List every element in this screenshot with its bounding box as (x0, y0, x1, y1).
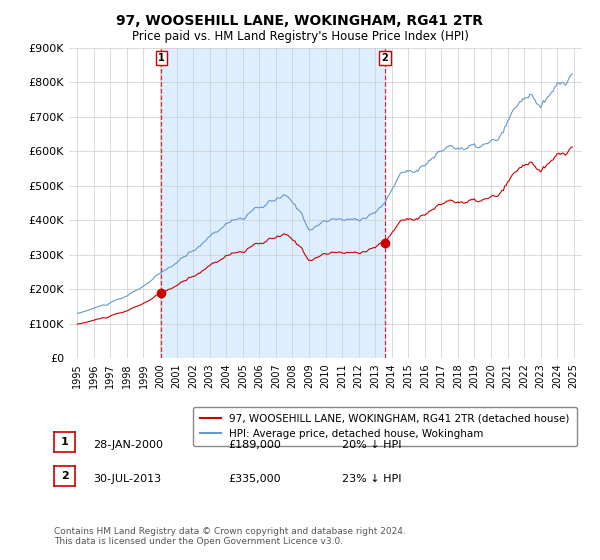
Text: 1: 1 (61, 437, 68, 447)
Text: 28-JAN-2000: 28-JAN-2000 (93, 440, 163, 450)
Text: Contains HM Land Registry data © Crown copyright and database right 2024.
This d: Contains HM Land Registry data © Crown c… (54, 526, 406, 546)
Text: 2: 2 (61, 471, 68, 480)
Text: 20% ↓ HPI: 20% ↓ HPI (342, 440, 401, 450)
Text: 23% ↓ HPI: 23% ↓ HPI (342, 474, 401, 484)
Text: Price paid vs. HM Land Registry's House Price Index (HPI): Price paid vs. HM Land Registry's House … (131, 30, 469, 43)
Text: 97, WOOSEHILL LANE, WOKINGHAM, RG41 2TR: 97, WOOSEHILL LANE, WOKINGHAM, RG41 2TR (116, 14, 484, 28)
Text: £335,000: £335,000 (228, 474, 281, 484)
Text: 30-JUL-2013: 30-JUL-2013 (93, 474, 161, 484)
Text: £189,000: £189,000 (228, 440, 281, 450)
Legend: 97, WOOSEHILL LANE, WOKINGHAM, RG41 2TR (detached house), HPI: Average price, de: 97, WOOSEHILL LANE, WOKINGHAM, RG41 2TR … (193, 407, 577, 446)
Bar (161, 48, 385, 358)
Text: 2: 2 (382, 53, 388, 63)
Text: 1: 1 (158, 53, 165, 63)
